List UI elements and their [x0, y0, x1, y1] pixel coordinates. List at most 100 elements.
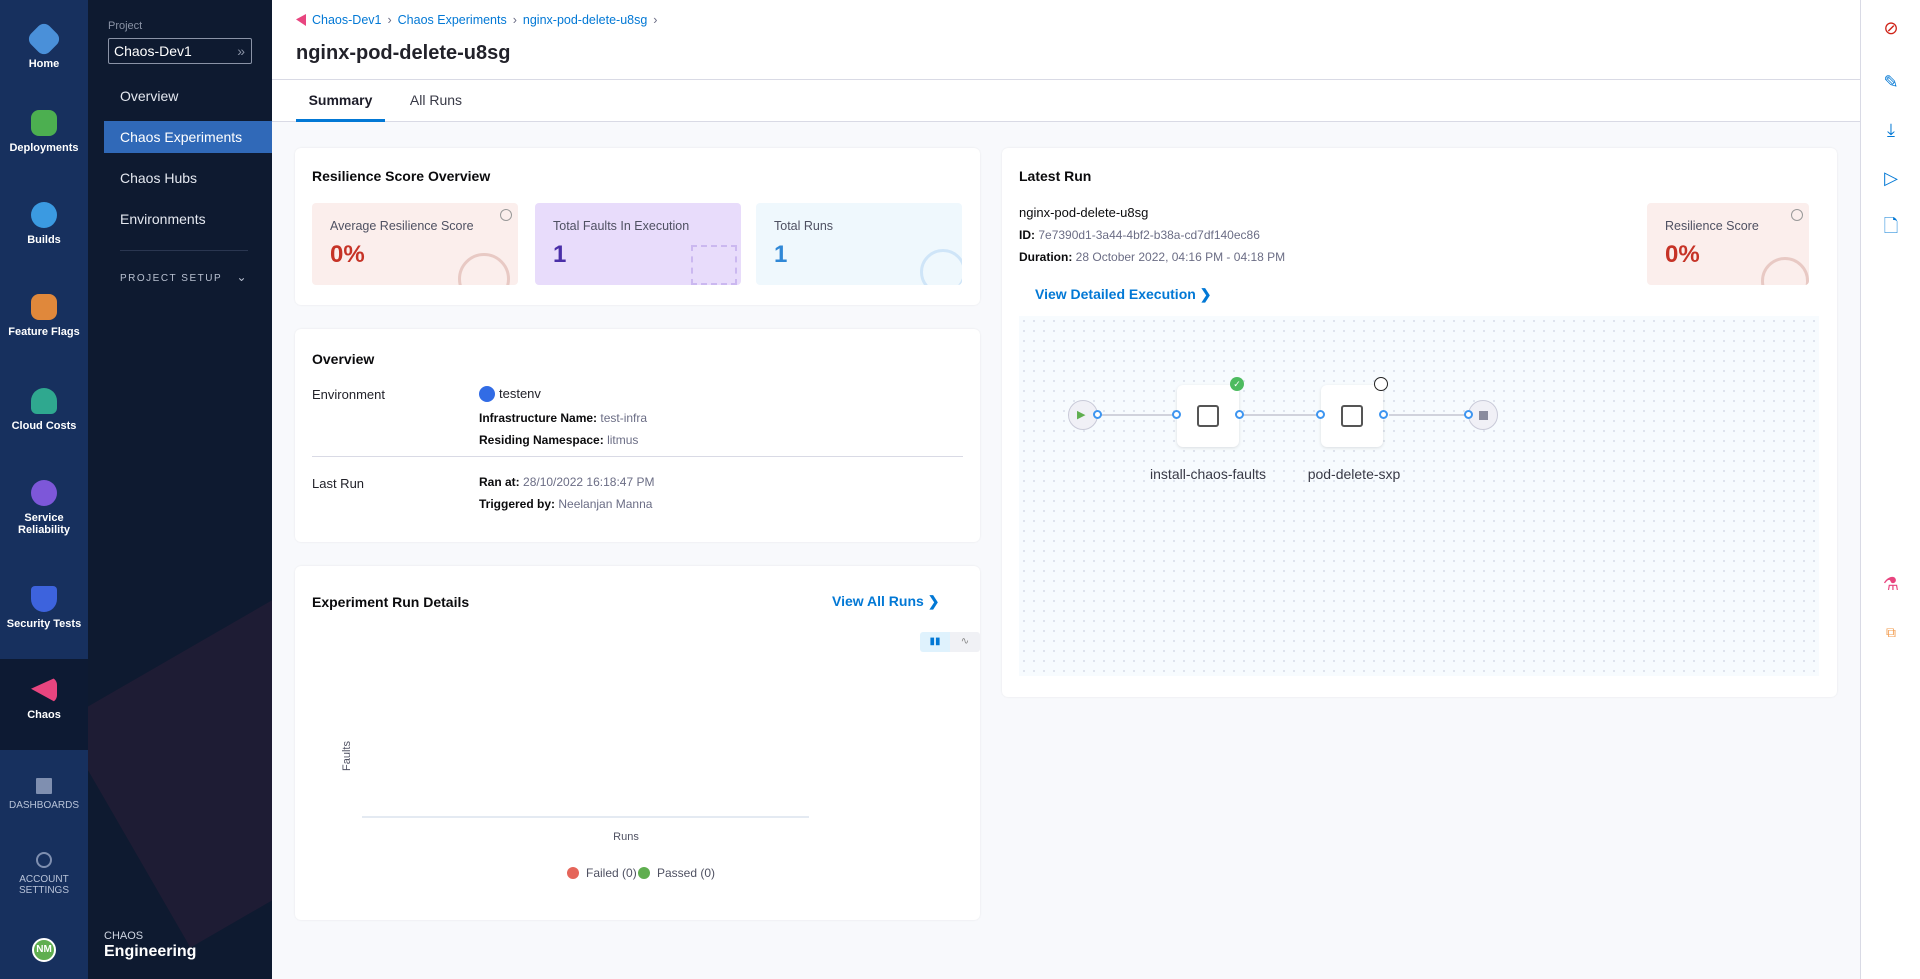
divider [120, 250, 248, 251]
port [1464, 410, 1473, 419]
sidebar-item-overview[interactable]: Overview [120, 88, 179, 104]
run-details-card: Experiment Run Details View All Runs ❯ ▮… [295, 566, 980, 920]
tile-label: Resilience Score [1665, 219, 1759, 233]
sidebar-item-chaos-hubs[interactable]: Chaos Hubs [120, 170, 198, 186]
port [1172, 410, 1181, 419]
sidebar-item-chaos-experiments[interactable]: Chaos Experiments [104, 121, 272, 153]
module-name: Engineering [104, 943, 197, 960]
node-label: install-chaos-faults [1150, 466, 1266, 482]
tab-all-runs[interactable]: All Runs [409, 92, 463, 108]
bar-chart-icon[interactable]: ▮▮ [920, 632, 950, 652]
project-label: Project [108, 20, 143, 32]
flask-icon[interactable]: ⚗ [1882, 574, 1900, 594]
card-title: Latest Run [1019, 168, 1092, 184]
nav-label: DASHBOARDS [8, 800, 79, 811]
project-setup-toggle[interactable]: PROJECT SETUP ⌄ [120, 270, 248, 284]
chevron-right-icon: › [512, 13, 517, 27]
project-selector[interactable]: Chaos-Dev1 » [108, 38, 252, 64]
port [1235, 410, 1244, 419]
nav-cloud-costs[interactable]: Cloud Costs [0, 384, 88, 454]
nav-service-reliability[interactable]: Service Reliability [0, 476, 88, 556]
nav-security-tests[interactable]: Security Tests [0, 582, 88, 652]
total-faults-tile: Total Faults In Execution 1 [535, 203, 741, 285]
breadcrumb: Chaos-Dev1 › Chaos Experiments › nginx-pod… [296, 13, 657, 27]
home-icon [25, 20, 63, 58]
step-node-pod-delete-sxp[interactable] [1321, 385, 1383, 447]
residing-namespace: Residing Namespace: litmus [479, 433, 638, 447]
project-name: Chaos-Dev1 [114, 43, 192, 59]
card-title: Overview [312, 351, 375, 367]
card-title: Resilience Score Overview [312, 168, 491, 184]
run-chart: Faults Runs Failed (0) Passed (0) [341, 741, 809, 880]
success-check-icon: ✓ [1230, 377, 1244, 391]
environment-name: testenv [499, 386, 541, 401]
document-icon[interactable]: 🗋 [1883, 216, 1899, 236]
chevron-right-icon: ❯ [927, 593, 940, 609]
total-runs-tile: Total Runs 1 [756, 203, 962, 285]
nav-feature-flags[interactable]: Feature Flags [0, 290, 88, 360]
chart-view-toggle: ▮▮ ∿ [920, 632, 980, 652]
card-title: Experiment Run Details [312, 594, 470, 610]
legend-passed[interactable]: Passed (0) [657, 866, 715, 880]
legend-failed-marker [567, 867, 579, 879]
edit-icon[interactable]: ✎ [1883, 72, 1899, 92]
tile-label: Total Runs [774, 219, 834, 233]
nav-home[interactable]: Home [0, 14, 88, 84]
nav-chaos[interactable]: Chaos [0, 659, 88, 750]
chevron-right-icon: › [387, 13, 392, 27]
pipeline-canvas: ▶ ✓ install-chaos-faults pod-delete-sxp [1019, 316, 1819, 676]
ns-value: litmus [607, 433, 639, 447]
infra-value: test-infra [600, 411, 648, 425]
running-status-icon [1374, 377, 1388, 391]
view-all-runs-link[interactable]: View All Runs ❯ [832, 593, 939, 610]
environment-label: Environment [312, 387, 385, 402]
resilience-score-tile: Resilience Score 0% [1647, 203, 1809, 285]
tile-value: 1 [553, 241, 567, 268]
tile-value: 0% [1665, 241, 1700, 268]
x-axis-label: Runs [613, 831, 639, 843]
step-node-install-chaos-faults[interactable] [1177, 385, 1239, 447]
nav-label: Security Tests [6, 618, 82, 630]
chevron-right-icon: › [653, 13, 658, 27]
port [1316, 410, 1325, 419]
breadcrumb-experiments[interactable]: Chaos Experiments [397, 13, 507, 27]
page-title: nginx-pod-delete-u8sg [296, 42, 511, 64]
nav-account-settings[interactable]: ACCOUNT SETTINGS [0, 852, 88, 912]
duration-value: 28 October 2022, 04:16 PM - 04:18 PM [1075, 250, 1286, 264]
stop-icon [1479, 411, 1488, 420]
chaos-fault-icon [1341, 405, 1363, 427]
disable-icon[interactable]: ⊘ [1883, 18, 1899, 38]
info-icon[interactable] [500, 209, 512, 221]
nav-dashboards[interactable]: DASHBOARDS [0, 778, 88, 838]
nav-builds[interactable]: Builds [0, 198, 88, 268]
breadcrumb-experiment[interactable]: nginx-pod-delete-u8sg [522, 13, 648, 27]
last-run-label: Last Run [312, 476, 365, 491]
run-duration: Duration: 28 October 2022, 04:16 PM - 04… [1019, 250, 1285, 264]
run-icon[interactable]: ▷ [1884, 168, 1898, 188]
chevron-right-icon: ❯ [1199, 286, 1212, 302]
nav-deployments[interactable]: Deployments [0, 106, 88, 176]
sidebar-item-environments[interactable]: Environments [120, 211, 206, 227]
chaos-fault-icon [1197, 405, 1219, 427]
builds-icon [31, 202, 57, 228]
legend-failed[interactable]: Failed (0) [586, 866, 637, 880]
download-icon[interactable]: ⤓ [1887, 120, 1895, 140]
info-icon[interactable] [1791, 209, 1803, 221]
tile-label: Average Resilience Score [330, 219, 474, 233]
view-detailed-execution-link[interactable]: View Detailed Execution ❯ [1035, 286, 1211, 303]
pipeline-icon[interactable]: ⧉ [1886, 624, 1896, 640]
project-setup-label: PROJECT SETUP [120, 273, 223, 284]
breadcrumb-project[interactable]: Chaos-Dev1 [312, 13, 382, 27]
avatar[interactable]: NM [32, 938, 56, 962]
tab-summary[interactable]: Summary [296, 80, 385, 122]
id-value: 7e7390d1-3a44-4bf2-b38a-cd7df140ec86 [1038, 228, 1260, 242]
ran-at-value: 28/10/2022 16:18:47 PM [523, 475, 655, 489]
service-reliability-icon [31, 480, 57, 506]
chaos-icon [31, 677, 57, 703]
module-label: CHAOS [104, 930, 144, 942]
nav-label: Cloud Costs [11, 420, 77, 432]
line-chart-icon[interactable]: ∿ [950, 632, 980, 652]
triggered-value: Neelanjan Manna [558, 497, 653, 511]
port [1093, 410, 1102, 419]
tile-value: 0% [330, 241, 365, 268]
